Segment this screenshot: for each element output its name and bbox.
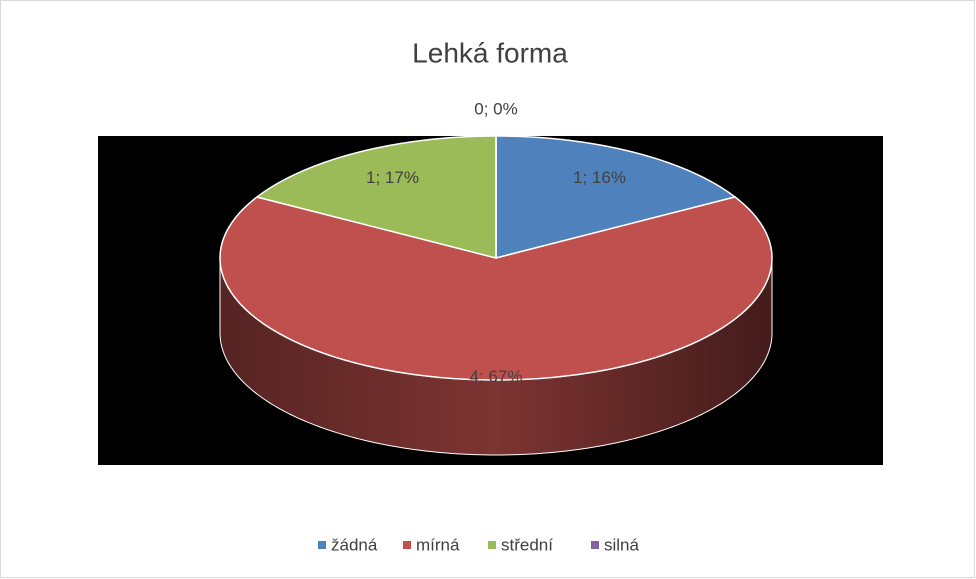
data-label: 1; 17%	[366, 168, 419, 187]
chart-title: Lehká forma	[412, 37, 568, 68]
legend-label: mírná	[416, 535, 460, 554]
legend-swatch	[488, 541, 496, 549]
data-label: 1; 16%	[573, 168, 626, 187]
pie-slice	[219, 196, 773, 381]
legend-label: žádná	[331, 535, 378, 554]
legend-label: silná	[604, 535, 640, 554]
data-label: 4; 67%	[470, 367, 523, 386]
legend-swatch	[403, 541, 411, 549]
legend-swatch	[591, 541, 599, 549]
data-label: 0; 0%	[474, 99, 517, 118]
legend-label: střední	[501, 535, 553, 554]
legend-swatch	[318, 541, 326, 549]
pie-slice	[495, 135, 737, 259]
pie-slice	[255, 135, 497, 259]
